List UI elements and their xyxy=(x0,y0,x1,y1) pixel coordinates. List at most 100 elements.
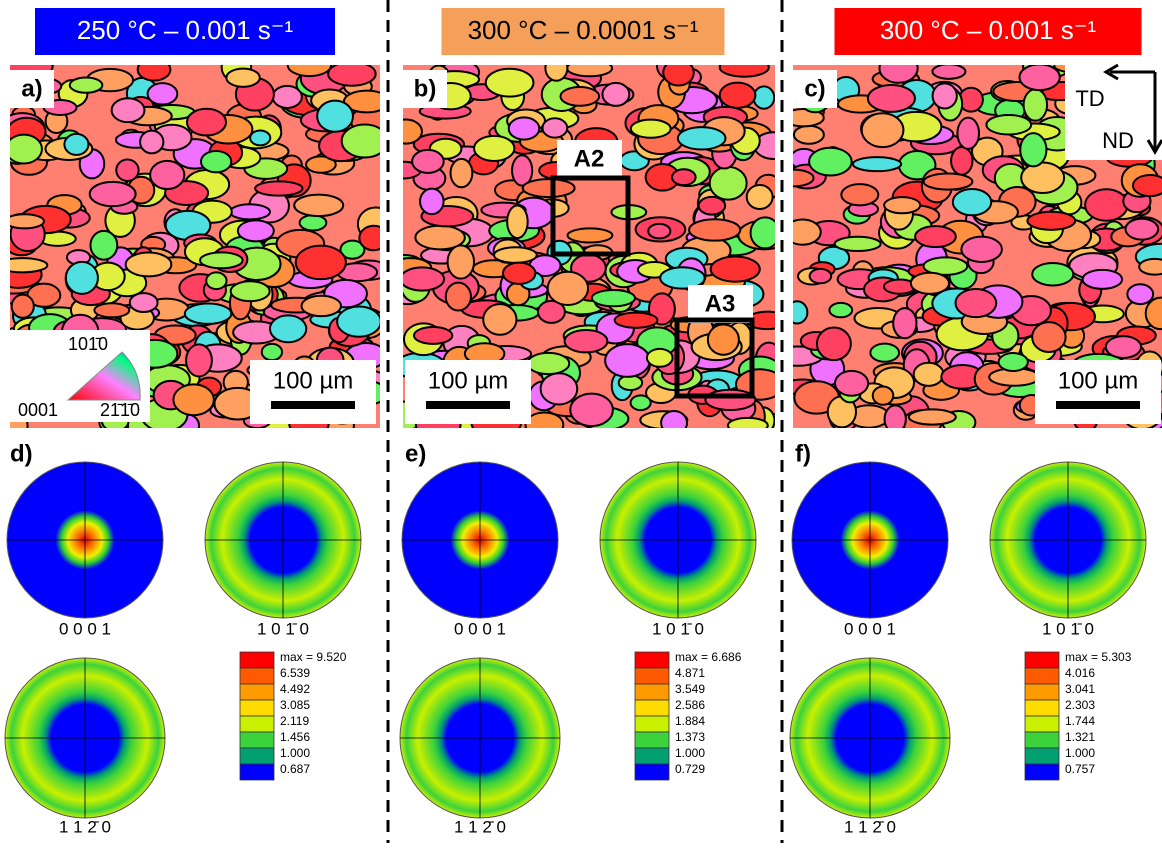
grain xyxy=(672,169,696,185)
grain xyxy=(342,124,388,157)
grain xyxy=(951,147,972,175)
grain xyxy=(648,224,670,238)
legend-label: 1.456 xyxy=(280,730,310,744)
header-label: 300 °C – 0.0001 s⁻¹ xyxy=(468,15,699,45)
pole-label: 0 0 0 1 xyxy=(454,619,506,638)
grain xyxy=(90,231,117,260)
grain xyxy=(663,60,694,86)
grain xyxy=(337,306,381,336)
grain xyxy=(915,226,956,247)
grain xyxy=(412,150,444,173)
legend-label: 1.000 xyxy=(675,746,705,760)
grain xyxy=(1083,270,1123,289)
grain xyxy=(483,304,516,335)
grain xyxy=(986,115,1031,134)
grain xyxy=(112,98,145,122)
grain xyxy=(754,86,775,108)
legend-swatch xyxy=(1025,668,1059,684)
legend-label: 2.586 xyxy=(675,698,705,712)
scale-bar xyxy=(1056,401,1140,409)
grain xyxy=(1020,133,1046,166)
grain xyxy=(870,344,899,362)
grain xyxy=(1021,162,1064,193)
grain xyxy=(507,205,528,238)
grain xyxy=(810,269,832,283)
legend-label: max = 9.520 xyxy=(280,650,347,664)
grain xyxy=(90,182,136,206)
grain xyxy=(545,56,567,81)
legend-swatch xyxy=(1025,700,1059,716)
region-label: A2 xyxy=(574,145,605,172)
legend-swatch xyxy=(635,748,669,764)
grain xyxy=(924,174,973,190)
pole-figure-label: d) xyxy=(10,440,33,467)
ipf-key-label: 101̄0 xyxy=(68,334,108,354)
legend-label: 6.539 xyxy=(280,666,310,680)
grain xyxy=(961,237,1002,262)
grain xyxy=(1127,284,1153,304)
grain xyxy=(446,283,471,311)
pole-label: 1 0 1̄ 0 xyxy=(1042,619,1094,638)
map-label: c) xyxy=(804,75,825,102)
legend-swatch xyxy=(635,732,669,748)
grain xyxy=(523,179,575,197)
grain xyxy=(809,148,852,176)
grain xyxy=(1126,219,1159,240)
ipf-key-label: 0001 xyxy=(18,400,58,420)
grain xyxy=(885,405,906,432)
grain xyxy=(747,185,773,209)
grain xyxy=(150,161,184,189)
grain xyxy=(359,226,388,250)
grain xyxy=(66,262,98,294)
legend-swatch xyxy=(240,668,274,684)
grain xyxy=(420,189,444,215)
grain xyxy=(873,386,894,404)
grain xyxy=(302,296,341,316)
grain xyxy=(138,58,171,80)
legend-swatch xyxy=(240,764,274,780)
grain xyxy=(720,58,769,77)
grain xyxy=(705,390,755,410)
pole-label: 1 0 1̄ 0 xyxy=(257,619,309,638)
scale-bar xyxy=(271,401,355,409)
grain xyxy=(238,220,274,241)
legend-label: 4.492 xyxy=(280,682,310,696)
grain xyxy=(541,373,578,404)
grain xyxy=(853,157,901,171)
grain xyxy=(400,267,444,290)
legend-swatch xyxy=(240,652,274,668)
grain xyxy=(631,120,671,138)
grain xyxy=(1024,89,1047,120)
grain xyxy=(140,131,163,154)
grain xyxy=(187,109,226,136)
grain xyxy=(568,228,613,242)
grain xyxy=(631,395,651,410)
grain xyxy=(185,304,232,324)
grain xyxy=(661,411,687,435)
grain xyxy=(835,237,881,251)
grain xyxy=(206,272,226,289)
grain xyxy=(448,245,474,278)
grain xyxy=(294,195,343,216)
grain xyxy=(728,418,768,433)
grain xyxy=(678,127,726,149)
legend-label: 4.016 xyxy=(1065,666,1095,680)
direction-label: TD xyxy=(1075,86,1104,111)
grain xyxy=(288,54,331,76)
legend-label: 3.085 xyxy=(280,698,310,712)
grain xyxy=(879,54,917,83)
pole-label: 1 1 2̄ 0 xyxy=(454,817,506,836)
grain xyxy=(186,344,212,376)
grain xyxy=(829,303,852,317)
pole-label: 1 1 2̄ 0 xyxy=(59,817,111,836)
pole-label: 1 0 1̄ 0 xyxy=(652,619,704,638)
grain xyxy=(957,118,979,149)
grain xyxy=(300,215,327,230)
grain xyxy=(130,293,158,312)
legend-swatch xyxy=(635,716,669,732)
legend-swatch xyxy=(240,732,274,748)
grain xyxy=(953,189,991,215)
legend-label: 3.041 xyxy=(1065,682,1095,696)
grain xyxy=(512,155,532,185)
grain xyxy=(70,78,103,93)
